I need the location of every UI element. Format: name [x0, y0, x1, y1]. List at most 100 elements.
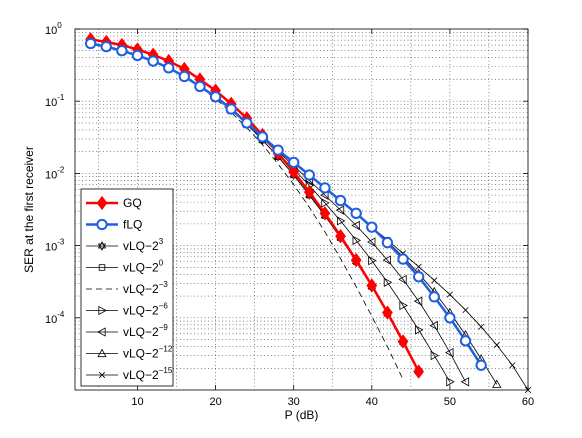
marker-x — [493, 341, 500, 349]
x-tick-label: 20 — [209, 396, 221, 408]
marker-circle — [475, 359, 487, 371]
x-tick-label: 10 — [131, 396, 143, 408]
marker-x — [478, 323, 485, 330]
y-tick-exponent: -2 — [57, 165, 65, 174]
marker-diamond — [96, 195, 108, 211]
legend-entry: vLQ−2−3 — [86, 280, 168, 296]
marker-circle — [241, 117, 253, 129]
y-tick-exponent: -3 — [57, 238, 65, 247]
marker-triangle-right — [446, 377, 455, 387]
legend-label: vLQ−23 — [123, 237, 164, 253]
series-line — [90, 38, 420, 373]
legend-label-exponent: −6 — [159, 302, 169, 311]
marker-triangle-right — [321, 198, 330, 208]
marker-circle — [381, 236, 394, 249]
marker-circle — [225, 103, 237, 115]
legend-label-exponent: −9 — [159, 323, 169, 332]
x-tick-label: 30 — [288, 396, 300, 408]
y-tick-label: 10-4 — [45, 310, 65, 326]
x-tick-label: 40 — [366, 396, 378, 408]
marker-hexagram — [97, 241, 107, 249]
y-axis-label: SER at the first receiver — [22, 146, 36, 273]
legend-label-exponent: 3 — [159, 237, 164, 246]
marker-triangle-left — [351, 220, 360, 231]
marker-diamond — [350, 252, 362, 268]
legend-label-exponent: −15 — [159, 366, 173, 375]
y-tick-exponent: -4 — [57, 310, 65, 319]
marker-diamond — [303, 184, 315, 200]
marker-square — [98, 264, 106, 271]
legend-entry: vLQ−2−9 — [86, 323, 168, 339]
marker-circle — [412, 271, 425, 283]
y-tick-label: 10-2 — [45, 165, 65, 181]
legend-label: GQ — [123, 196, 142, 210]
y-tick-exponent: 0 — [57, 21, 62, 30]
y-tick-label: 10-3 — [45, 238, 65, 254]
marker-circle — [96, 218, 108, 231]
x-tick-label: 60 — [522, 396, 534, 408]
legend-entry: GQ — [86, 195, 142, 211]
marker-triangle-right — [430, 350, 440, 361]
marker-x — [415, 263, 422, 270]
marker-triangle-left — [398, 274, 407, 285]
marker-triangle-right — [383, 277, 393, 288]
marker-triangle-right — [98, 305, 107, 316]
marker-diamond — [382, 305, 393, 320]
x-tick-label: 50 — [444, 396, 456, 408]
marker-triangle-left — [366, 237, 376, 247]
marker-triangle-left — [445, 347, 454, 358]
marker-circle — [366, 221, 378, 233]
y-tick-label: 10-1 — [45, 93, 65, 109]
marker-circle — [319, 182, 331, 194]
marker-circle — [428, 291, 440, 303]
y-tick-exponent: -1 — [57, 93, 65, 102]
marker-circle — [116, 45, 128, 57]
marker-circle — [334, 194, 347, 207]
marker-circle — [288, 156, 300, 169]
legend-label: fLQ — [123, 218, 142, 232]
legend-entry: vLQ−2−6 — [86, 302, 168, 318]
marker-circle — [272, 144, 284, 156]
marker-x — [462, 306, 469, 314]
legend-label: vLQ−2−6 — [123, 302, 168, 318]
marker-triangle-up — [492, 379, 502, 388]
series-fLQ — [84, 37, 487, 371]
x-axis-label: P (dB) — [285, 408, 319, 422]
marker-diamond — [288, 164, 300, 180]
marker-triangle-right — [399, 300, 408, 311]
marker-diamond — [413, 364, 425, 379]
y-tick-label: 100 — [45, 21, 62, 37]
marker-triangle-left — [429, 320, 438, 331]
marker-x — [446, 291, 453, 298]
marker-x — [98, 371, 106, 379]
marker-x — [431, 277, 438, 284]
plot-frame — [74, 28, 529, 391]
marker-diamond — [335, 229, 346, 244]
marker-circle — [178, 70, 191, 83]
marker-triangle-up — [97, 348, 107, 358]
marker-triangle-right — [352, 235, 361, 246]
marker-triangle-right — [368, 255, 377, 266]
marker-circle — [84, 37, 97, 50]
marker-circle — [209, 91, 222, 103]
marker-circle — [256, 131, 269, 143]
legend-label: vLQ−20 — [123, 259, 164, 275]
marker-circle — [163, 62, 175, 74]
legend: GQfLQvLQ−23vLQ−20vLQ−2−3vLQ−2−6vLQ−2−9vL… — [80, 188, 174, 387]
marker-circle — [131, 49, 144, 62]
marker-triangle-left — [382, 255, 392, 265]
marker-circle — [147, 55, 159, 67]
marker-circle — [444, 312, 456, 324]
marker-x — [509, 362, 516, 369]
marker-diamond — [319, 206, 331, 221]
marker-triangle-left — [335, 205, 345, 215]
marker-circle — [194, 80, 206, 93]
marker-triangle-right — [415, 325, 424, 335]
marker-circle — [100, 40, 112, 53]
marker-circle — [303, 169, 315, 181]
marker-circle — [350, 207, 362, 219]
legend-label: vLQ−2−3 — [123, 280, 168, 296]
legend-entry: vLQ−23 — [86, 237, 164, 253]
marker-triangle-left — [97, 327, 106, 337]
legend-label-exponent: −3 — [159, 280, 169, 289]
